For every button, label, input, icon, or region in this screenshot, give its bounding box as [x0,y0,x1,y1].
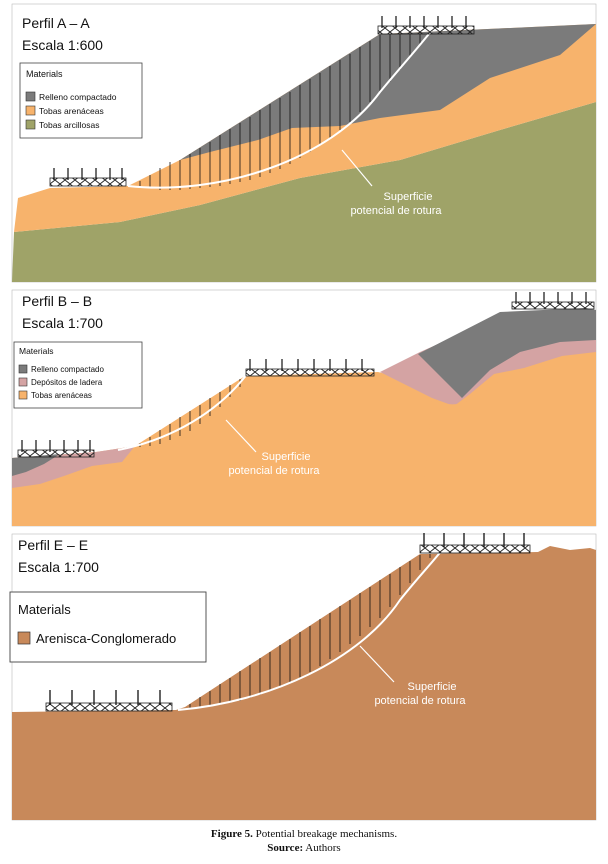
profile-b-layer-relleno-left [12,454,60,476]
profile-a-layer-tobas-arcillosas [12,102,596,282]
profile-b-tobas-right [420,357,596,526]
profile-e-load-top [419,533,531,554]
profile-e-failure-hatch [189,554,431,708]
figure-source: Source: Authors [0,842,608,854]
profile-a: Superficie potencial de rotura Perfil A … [11,3,597,283]
profile-b: Superficie potencial de rotura Perfil B … [11,289,597,527]
profile-b-legend-title: Materials [19,346,53,356]
profile-b-legend-item-tobas: Tobas arenáceas [31,391,92,400]
profile-e-surface-label-1: Superficie [408,681,457,693]
figure-caption-label: Figure 5. [210,828,253,840]
profile-a-failure-hatch [139,34,421,190]
figure-caption-text: Potential breakage mechanisms. [252,828,398,840]
profile-e-legend-item-arenisca: Arenisca-Conglomerado [36,631,176,646]
profile-b-legend-item-depositos: Depósitos de ladera [31,378,103,387]
profile-e-layer-arenisca [12,546,596,820]
profile-b-surface-label-1: Superficie [262,451,311,463]
profile-b-load-left [17,440,95,458]
profile-b-failure-surface [117,369,251,451]
profile-b-title: Perfil B – B [22,293,92,309]
profile-a-legend-item-tobas-arcillosas: Tobas arcillosas [39,120,99,130]
profile-e-legend: Materials Arenisca-Conglomerado [9,591,207,663]
figure-profiles: Superficie potencial de rotura Perfil A … [9,3,597,821]
profile-e-load-left [45,690,173,712]
profile-a-load-left [49,168,127,187]
profile-b-surface-label-2: potencial de rotura [228,465,320,477]
profile-a-surface-label-1: Superficie [384,191,433,203]
profile-a-layer-relleno [180,24,596,160]
profile-a-failure-surface [127,29,433,189]
profile-e-legend-title: Materials [18,602,71,617]
profile-a-scale: Escala 1:600 [22,37,103,53]
figure-source-label: Source: [267,842,304,854]
profile-e-failure-surface [177,549,443,711]
figure-source-text: Authors [303,842,341,854]
profile-b-load-right [511,292,595,310]
profile-b-layer-relleno-right [418,308,596,398]
figure-caption: Figure 5. Potential breakage mechanisms. [0,828,608,840]
profile-a-load-top [377,16,475,35]
profile-a-legend-item-relleno: Relleno compactado [39,92,117,102]
profile-b-load-mid [245,359,375,377]
profile-b-legend-item-relleno: Relleno compactado [31,365,104,374]
profile-e-surface-label-2: potencial de rotura [374,695,466,707]
profile-e-title: Perfil E – E [18,537,88,553]
profile-a-legend: Materials Relleno compactado Tobas arená… [19,62,143,139]
profile-a-legend-title: Materials [26,69,63,79]
profile-e-scale: Escala 1:700 [18,559,99,575]
profile-a-title: Perfil A – A [22,15,90,31]
profile-a-legend-item-tobas-arenaceas: Tobas arenáceas [39,106,104,116]
profile-b-scale: Escala 1:700 [22,315,103,331]
profile-a-surface-label-2: potencial de rotura [350,205,442,217]
profile-b-legend: Materials Relleno compactado Depósitos d… [13,341,143,409]
profile-e: Superficie potencial de rotura Perfil E … [9,533,597,821]
